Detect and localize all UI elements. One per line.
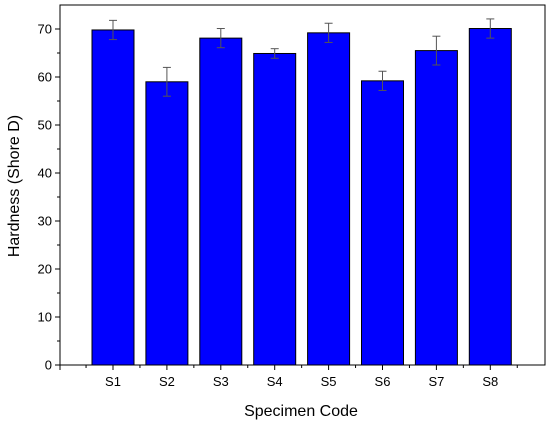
plot-frame [59, 4, 546, 366]
x-tick-label-s5: S5 [321, 374, 337, 389]
y-tick-label: 30 [38, 214, 52, 229]
error-bar-s6 [378, 70, 387, 91]
bar-s7 [414, 50, 458, 366]
x-axis-title: Specimen Code [244, 403, 358, 420]
error-bar-s8 [486, 18, 495, 39]
y-axis-title: Hardness (Shore D) [6, 115, 23, 257]
bar-s2 [145, 81, 189, 366]
y-tick-label: 60 [38, 70, 52, 85]
x-axis: S1 S2 S3 S4 S5 S6 S7 S8 [59, 365, 518, 389]
y-tick-label: 20 [38, 262, 52, 277]
y-tick-label: 0 [45, 358, 52, 373]
error-bar-s2 [162, 66, 171, 97]
y-tick-label: 40 [38, 166, 52, 181]
bar-s6 [361, 80, 404, 366]
x-tick-label-s8: S8 [482, 374, 498, 389]
bars [91, 28, 512, 366]
bar-s4 [253, 52, 297, 366]
bar-s5 [307, 32, 351, 366]
x-tick-label-s4: S4 [267, 374, 283, 389]
x-tick-label-s6: S6 [375, 374, 391, 389]
plot-border [59, 4, 546, 366]
y-tick-label: 10 [38, 310, 52, 325]
bar-s3 [199, 37, 243, 366]
error-bar-s7 [432, 35, 441, 66]
x-tick-label-s7: S7 [428, 374, 444, 389]
error-bar-s3 [216, 28, 225, 49]
x-tick-label-s3: S3 [213, 374, 229, 389]
bar-s1 [91, 29, 135, 366]
error-bar-s1 [109, 19, 117, 41]
error-bar-s5 [324, 22, 333, 43]
bar-s8 [468, 28, 512, 366]
y-tick-label: 70 [38, 22, 52, 37]
error-bars [109, 18, 495, 97]
x-tick-label-s1: S1 [105, 374, 121, 389]
error-bar-s4 [270, 48, 279, 59]
y-axis: 0 10 20 30 40 50 60 70 [38, 22, 60, 373]
x-tick-label-s2: S2 [159, 374, 175, 389]
y-tick-label: 50 [38, 118, 52, 133]
